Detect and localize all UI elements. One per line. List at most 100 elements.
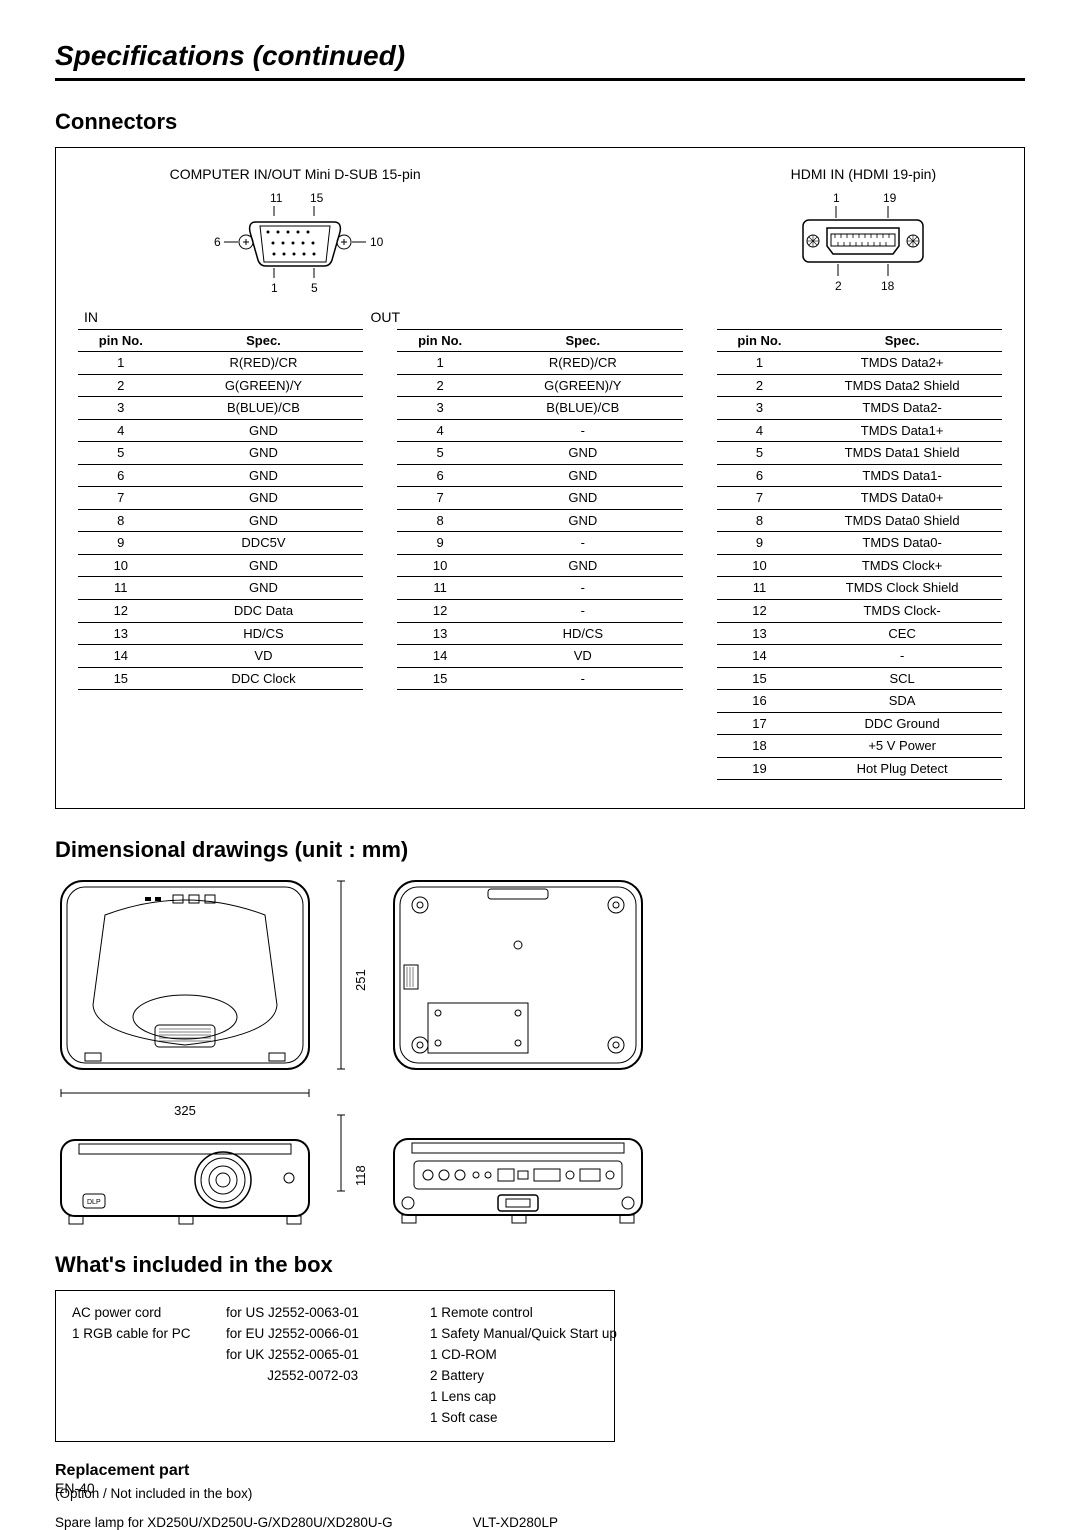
th-pin: pin No. [397,330,483,352]
svg-text:15: 15 [310,191,324,205]
pin-table-hdmi: pin No. Spec. 1TMDS Data2+2TMDS Data2 Sh… [717,329,1002,780]
th-spec: Spec. [802,330,1002,352]
table-cell: 18 [717,735,803,758]
table-row: 11TMDS Clock Shield [717,577,1002,600]
table-row: 19Hot Plug Detect [717,757,1002,780]
table-row: 3TMDS Data2- [717,397,1002,420]
table-row: 15SCL [717,667,1002,690]
table-cell: HD/CS [483,622,683,645]
table-cell: 2 [717,374,803,397]
svg-text:1: 1 [271,281,278,295]
table-row: 1R(RED)/CR [78,352,363,375]
table-cell: TMDS Data1 Shield [802,442,1002,465]
table-row: 10GND [78,554,363,577]
table-cell: 9 [78,532,164,555]
table-row: 8GND [397,509,682,532]
table-cell: 15 [78,667,164,690]
table-cell: SDA [802,690,1002,713]
table-cell: GND [164,464,364,487]
table-cell: GND [164,554,364,577]
table-cell: 1 [717,352,803,375]
table-cell: B(BLUE)/CB [483,397,683,420]
replacement-note: (Option / Not included in the box) [55,1486,1025,1501]
table-cell: 7 [397,487,483,510]
svg-text:19: 19 [883,191,897,205]
table-cell: GND [483,442,683,465]
table-cell: - [483,577,683,600]
table-cell: 9 [717,532,803,555]
svg-text:DLP: DLP [87,1199,101,1206]
table-cell: 9 [397,532,483,555]
hdmi-connector-icon: 1 19 [783,188,943,298]
table-cell: B(BLUE)/CB [164,397,364,420]
table-row: 7GND [397,487,682,510]
table-row: 17DDC Ground [717,712,1002,735]
table-cell: 8 [78,509,164,532]
hdmi-label: HDMI IN (HDMI 19-pin) [725,166,1002,182]
table-row: 5GND [78,442,363,465]
table-cell: 8 [397,509,483,532]
table-row: 1R(RED)/CR [397,352,682,375]
box-part: for US J2552-0063-01 [226,1303,406,1324]
table-row: 14- [717,645,1002,668]
box-item: 1 RGB cable for PC [72,1324,202,1345]
table-cell: 2 [397,374,483,397]
table-cell: TMDS Data2- [802,397,1002,420]
table-row: 4TMDS Data1+ [717,419,1002,442]
table-row: 14VD [78,645,363,668]
table-cell: 12 [78,600,164,623]
table-cell: 15 [397,667,483,690]
table-cell: GND [483,554,683,577]
table-row: 10GND [397,554,682,577]
page-footer: EN-40 [55,1480,95,1496]
svg-text:1: 1 [833,191,840,205]
svg-text:10: 10 [370,235,384,249]
table-row: 11GND [78,577,363,600]
table-cell: - [483,532,683,555]
table-cell: 1 [78,352,164,375]
table-cell: - [802,645,1002,668]
pin-table-in: pin No. Spec. 1R(RED)/CR2G(GREEN)/Y3B(BL… [78,329,363,690]
projector-front-icon: DLP [55,1130,315,1230]
table-cell: 19 [717,757,803,780]
table-cell: 2 [78,374,164,397]
table-cell: 11 [78,577,164,600]
box-item: 2 Battery [430,1366,617,1387]
table-cell: 13 [397,622,483,645]
table-cell: TMDS Clock+ [802,554,1002,577]
svg-text:6: 6 [214,235,221,249]
table-cell: HD/CS [164,622,364,645]
table-cell: 6 [78,464,164,487]
dim-depth: 251 [353,880,368,1080]
table-cell: 5 [78,442,164,465]
box-title: What's included in the box [55,1252,1025,1278]
th-spec: Spec. [483,330,683,352]
projector-top-icon [55,875,315,1075]
table-row: 3B(BLUE)/CB [397,397,682,420]
table-cell: G(GREEN)/Y [483,374,683,397]
svg-text:11: 11 [270,191,283,205]
dsub-diagram: COMPUTER IN/OUT Mini D-SUB 15-pin 11 15 … [78,166,512,301]
box-item: 1 CD-ROM [430,1345,617,1366]
box-item: 1 Remote control [430,1303,617,1324]
table-cell: SCL [802,667,1002,690]
table-row: 18+5 V Power [717,735,1002,758]
table-cell: 3 [78,397,164,420]
table-row: 11- [397,577,682,600]
box-part: for UK J2552-0065-01 [226,1345,406,1366]
replacement-part-no: VLT-XD280LP [473,1515,558,1530]
table-cell: 3 [397,397,483,420]
dim-height: 118 [353,1126,368,1226]
table-cell: TMDS Data2+ [802,352,1002,375]
table-row: 16SDA [717,690,1002,713]
table-cell: +5 V Power [802,735,1002,758]
th-pin: pin No. [717,330,803,352]
table-cell: R(RED)/CR [164,352,364,375]
dsub-label: COMPUTER IN/OUT Mini D-SUB 15-pin [78,166,512,182]
table-row: 4GND [78,419,363,442]
table-row: 4- [397,419,682,442]
table-row: 5TMDS Data1 Shield [717,442,1002,465]
table-row: 14VD [397,645,682,668]
dsub-connector-icon: 11 15 6 10 [180,188,410,298]
replacement-item: Spare lamp for XD250U/XD250U-G/XD280U/XD… [55,1515,393,1530]
